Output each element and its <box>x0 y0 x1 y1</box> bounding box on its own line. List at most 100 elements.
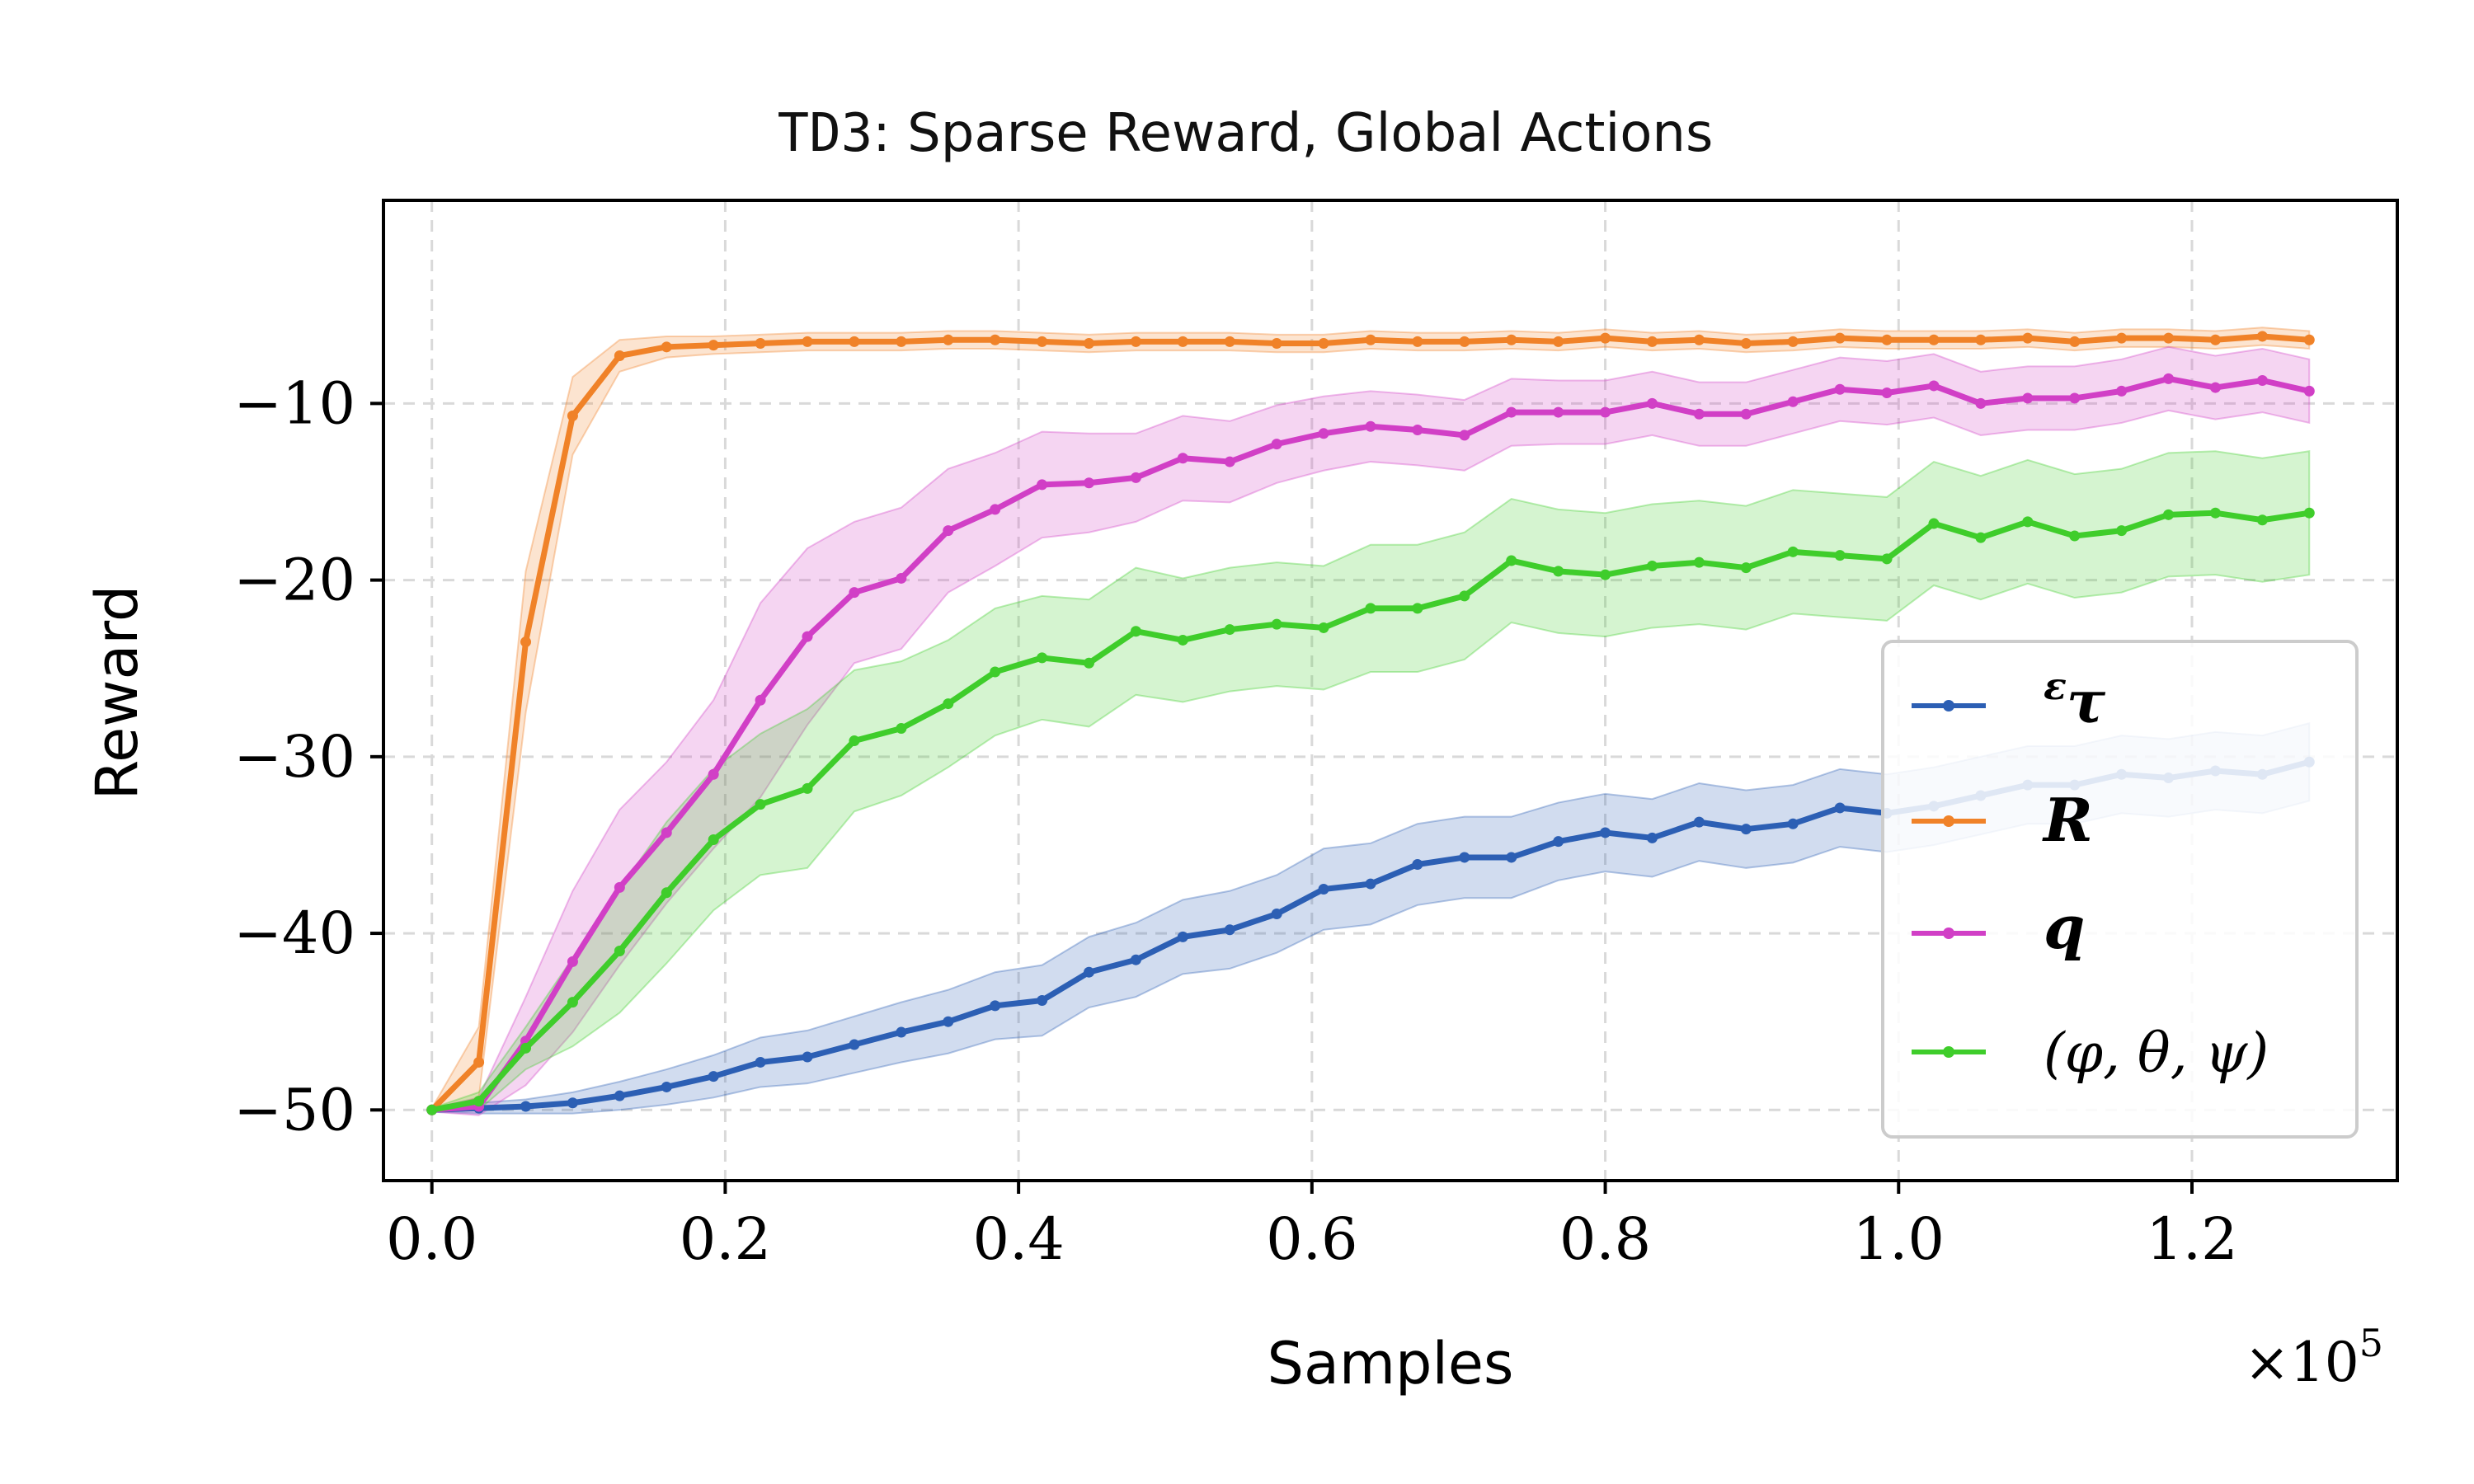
point-epsilon-tau <box>1224 924 1235 936</box>
point-R <box>1130 336 1141 347</box>
y-tick-label: −20 <box>233 547 355 614</box>
point-R <box>520 636 532 648</box>
point-phi-theta-psi <box>1693 556 1705 568</box>
point-q <box>1365 420 1376 432</box>
svg-text:ετ: ετ <box>2044 664 2106 736</box>
series-lines <box>426 331 2315 1115</box>
point-R <box>1365 334 1376 345</box>
point-epsilon-tau <box>1787 818 1799 829</box>
point-q <box>1553 406 1564 418</box>
svg-text:(φ, θ, ψ): (φ, θ, ψ) <box>2044 1021 2269 1085</box>
point-q <box>1084 477 1095 489</box>
point-R <box>1553 336 1564 347</box>
point-phi-theta-psi <box>1130 626 1141 637</box>
point-R <box>2163 332 2175 344</box>
point-q <box>2256 375 2268 387</box>
point-phi-theta-psi <box>1506 555 1517 566</box>
point-phi-theta-psi <box>1928 518 1940 529</box>
point-R <box>1834 332 1846 344</box>
point-R <box>1318 338 1329 350</box>
point-q <box>2069 392 2081 404</box>
point-epsilon-tau <box>1740 824 1752 835</box>
legend-swatch-dot <box>1943 928 1954 939</box>
legend-swatch-dot <box>1943 1046 1954 1058</box>
point-epsilon-tau <box>1834 802 1846 814</box>
point-q <box>708 768 719 780</box>
point-q <box>1459 430 1470 441</box>
point-phi-theta-psi <box>1975 532 1987 543</box>
legend-item-phi-theta-psi: (φ, θ, ψ) <box>1912 1021 2269 1085</box>
point-q <box>990 504 1001 515</box>
point-q <box>1693 408 1705 420</box>
x-tick-label: 0.0 <box>386 1205 477 1273</box>
point-R <box>755 338 766 350</box>
point-R <box>708 340 719 351</box>
point-epsilon-tau <box>849 1039 860 1050</box>
point-R <box>896 336 907 347</box>
point-epsilon-tau <box>1271 909 1282 920</box>
legend-item-q: q <box>1912 892 2085 962</box>
point-phi-theta-psi <box>2022 516 2034 528</box>
point-phi-theta-psi <box>943 698 954 710</box>
point-q <box>802 631 813 642</box>
point-R <box>1693 334 1705 345</box>
point-epsilon-tau <box>943 1016 954 1027</box>
point-R <box>849 336 860 347</box>
point-epsilon-tau <box>1553 836 1564 848</box>
y-tick-label: −50 <box>233 1076 355 1144</box>
x-multiplier: ×105 <box>2244 1321 2383 1394</box>
point-R <box>473 1056 485 1068</box>
point-phi-theta-psi <box>1881 553 1893 565</box>
point-R <box>1928 334 1940 345</box>
point-q <box>1881 387 1893 399</box>
series-R <box>426 331 2315 1115</box>
x-tick-label: 0.2 <box>680 1205 771 1273</box>
plot-frame <box>382 199 2399 1182</box>
confidence-bands <box>430 326 2311 1116</box>
point-R <box>1881 334 1893 345</box>
point-epsilon-tau <box>1412 859 1423 871</box>
grid <box>383 200 2397 1181</box>
point-epsilon-tau <box>802 1051 813 1063</box>
point-R <box>1646 336 1658 347</box>
point-phi-theta-psi <box>755 799 766 810</box>
point-phi-theta-psi <box>1600 569 1611 580</box>
point-phi-theta-psi <box>1084 657 1095 669</box>
point-phi-theta-psi <box>1177 634 1188 646</box>
point-phi-theta-psi <box>2163 509 2175 520</box>
point-q <box>661 827 672 838</box>
point-q <box>1646 397 1658 409</box>
point-R <box>1506 334 1517 345</box>
point-epsilon-tau <box>755 1056 766 1068</box>
point-q <box>1412 425 1423 436</box>
point-q <box>2209 382 2221 393</box>
point-q <box>2163 373 2175 384</box>
point-phi-theta-psi <box>849 735 860 747</box>
point-phi-theta-psi <box>2256 514 2268 526</box>
legend-item-R: R <box>1912 785 2093 855</box>
point-q <box>1975 397 1987 409</box>
point-phi-theta-psi <box>1412 603 1423 614</box>
point-q <box>755 694 766 706</box>
point-R <box>1975 334 1987 345</box>
point-q <box>1177 453 1188 464</box>
point-q <box>896 572 907 584</box>
point-phi-theta-psi <box>1365 603 1376 614</box>
point-q <box>1600 406 1611 418</box>
x-tick-label: 1.2 <box>2146 1205 2237 1273</box>
legend-swatch-dot <box>1943 700 1954 711</box>
point-q <box>567 956 578 967</box>
point-phi-theta-psi <box>896 723 907 735</box>
point-epsilon-tau <box>708 1071 719 1082</box>
point-R <box>1084 338 1095 350</box>
point-phi-theta-psi <box>1037 652 1048 664</box>
point-phi-theta-psi <box>1271 618 1282 630</box>
point-epsilon-tau <box>1130 954 1141 965</box>
chart-title: TD3: Sparse Reward, Global Actions <box>778 103 1714 164</box>
point-q <box>849 587 860 599</box>
point-q <box>2022 392 2034 404</box>
point-phi-theta-psi <box>708 834 719 846</box>
point-R <box>2303 334 2315 345</box>
point-phi-theta-psi <box>1740 562 1752 574</box>
